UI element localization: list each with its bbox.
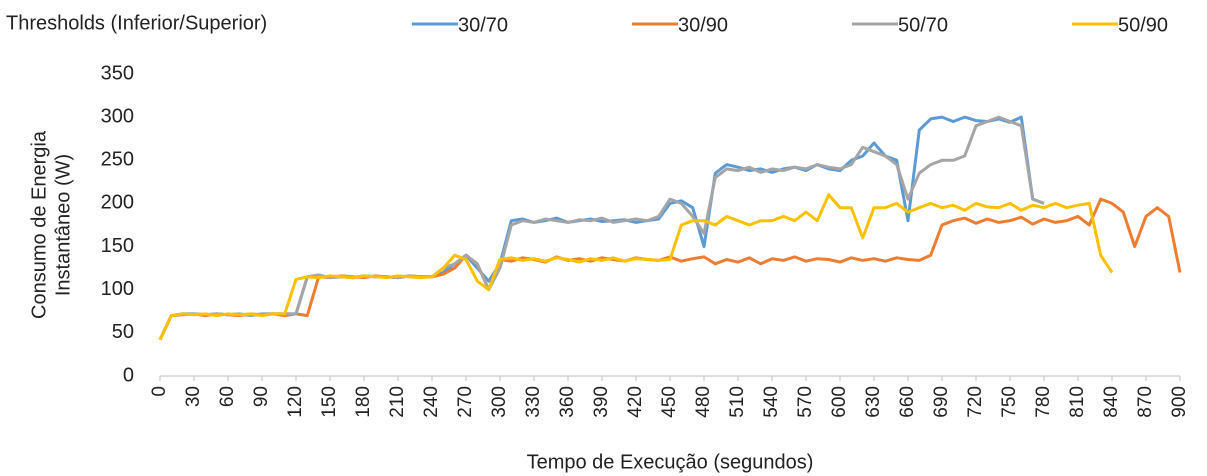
legend-label: 50/90 <box>1118 14 1168 36</box>
y-axis-title: Consumo de Energia Instantâneo (W) <box>28 130 74 319</box>
x-tick-label: 420 <box>625 386 646 418</box>
x-tick-label: 270 <box>455 386 476 418</box>
x-tick-label: 870 <box>1135 386 1156 418</box>
x-tick-label: 480 <box>693 386 714 418</box>
x-tick-label: 120 <box>285 386 306 418</box>
x-tick-label: 720 <box>965 386 986 418</box>
x-tick-label: 540 <box>761 386 782 418</box>
x-tick-label: 90 <box>251 386 272 407</box>
y-tick-label: 300 <box>101 105 134 127</box>
series-line <box>158 197 1182 341</box>
y-tick-label: 100 <box>101 278 134 300</box>
y-tick-label: 0 <box>123 364 134 386</box>
y-tick-label: 200 <box>101 192 134 214</box>
x-tick-label: 300 <box>489 386 510 418</box>
x-tick-label: 600 <box>829 386 850 418</box>
x-tick-label: 840 <box>1101 386 1122 418</box>
x-tick-label: 330 <box>523 386 544 418</box>
y-tick-label: 350 <box>101 62 134 84</box>
x-tick-label: 240 <box>421 386 442 418</box>
x-tick-label: 180 <box>353 386 374 418</box>
y-axis-title-line: Consumo de Energia <box>28 130 50 319</box>
legend-label: 30/70 <box>458 14 508 36</box>
x-tick-label: 150 <box>319 386 340 418</box>
x-tick-label: 570 <box>795 386 816 418</box>
x-tick-label: 810 <box>1067 386 1088 418</box>
legend-label: 50/70 <box>898 14 948 36</box>
legend-title: Thresholds (Inferior/Superior) <box>6 12 267 34</box>
x-tick-label: 900 <box>1169 386 1190 418</box>
x-tick-label: 450 <box>659 386 680 418</box>
y-tick-label: 250 <box>101 149 134 171</box>
x-tick-label: 510 <box>727 386 748 418</box>
x-tick-label: 660 <box>897 386 918 418</box>
x-tick-label: 750 <box>999 386 1020 418</box>
series-line <box>158 115 1045 341</box>
x-tick-label: 690 <box>931 386 952 418</box>
x-tick-label: 390 <box>591 386 612 418</box>
legend-label: 30/90 <box>678 14 728 36</box>
x-tick-label: 30 <box>183 386 204 407</box>
x-tick-label: 630 <box>863 386 884 418</box>
x-axis-title: Tempo de Execução (segundos) <box>527 451 814 473</box>
y-tick-label: 50 <box>112 321 134 343</box>
y-axis-title-line: Instantâneo (W) <box>52 154 74 296</box>
x-tick-label: 0 <box>149 386 170 397</box>
x-tick-label: 360 <box>557 386 578 418</box>
x-tick-label: 60 <box>217 386 238 407</box>
y-tick-label: 150 <box>101 235 134 257</box>
series-line <box>158 193 1114 341</box>
x-tick-label: 780 <box>1033 386 1054 418</box>
x-tick-label: 210 <box>387 386 408 418</box>
series-line <box>158 115 1045 341</box>
